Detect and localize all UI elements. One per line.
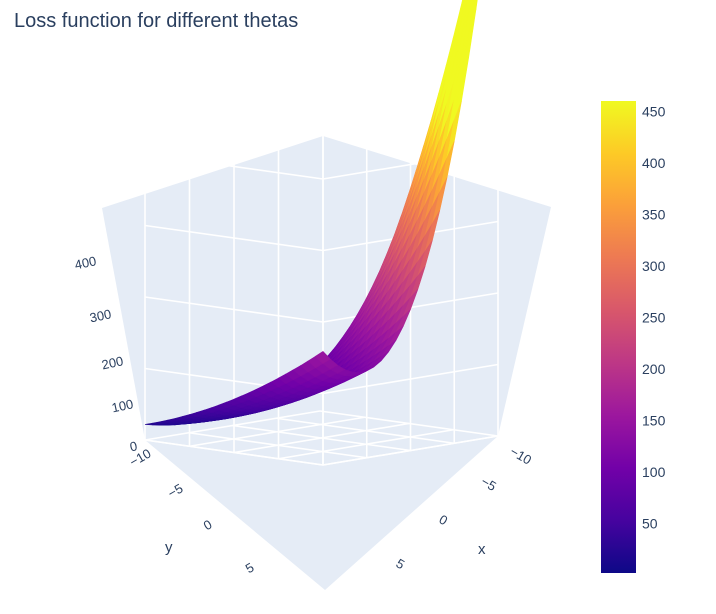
z-tick-label: 200 — [100, 353, 124, 372]
grid-line — [233, 422, 410, 454]
colorbar-tick-label: 50 — [642, 516, 658, 532]
grid-line — [322, 149, 499, 180]
y-tick-label: 5 — [243, 560, 257, 577]
z-tick-label: 100 — [110, 396, 134, 415]
x-tick-label: 0 — [437, 512, 451, 529]
grid-line — [144, 224, 324, 252]
colorbar-ticks: 50 100 150 200 250 300 350 400 450 — [642, 103, 666, 531]
grid-line — [144, 296, 324, 323]
x-tick-label: −5 — [479, 474, 499, 494]
x-axis-title: x — [478, 541, 486, 558]
z-tick-label: 0 — [128, 438, 138, 454]
colorbar-tick-label: 100 — [642, 464, 666, 480]
surface-patch — [315, 351, 331, 364]
colorbar: 50 100 150 200 250 300 350 400 450 — [601, 101, 666, 573]
grid-line — [322, 435, 499, 466]
colorbar-tick-label: 250 — [642, 309, 666, 325]
y-tick-label: −5 — [165, 481, 185, 501]
colorbar-tick-label: 400 — [642, 155, 666, 171]
colorbar-tick-label: 200 — [642, 361, 666, 377]
x-tick-label: −10 — [508, 444, 535, 468]
grid-line — [189, 416, 365, 448]
colorbar-tick-label: 350 — [642, 206, 666, 222]
colorbar-tick-label: 450 — [642, 103, 666, 119]
floor-plane — [145, 436, 498, 590]
grid-line — [322, 363, 499, 395]
colorbar-strip — [601, 101, 636, 573]
z-axis-ticks: 400 300 200 100 0 — [73, 253, 138, 454]
colorbar-tick-label: 300 — [642, 258, 666, 274]
y-tick-label: 0 — [201, 517, 215, 534]
colorbar-tick-label: 150 — [642, 412, 666, 428]
grid-line — [144, 153, 324, 180]
loss-surface[interactable] — [144, 0, 498, 426]
grid-line — [144, 439, 324, 466]
back-wall-left — [102, 136, 323, 465]
grid-line — [319, 410, 499, 437]
grid-line — [144, 410, 321, 441]
y-axis-title: y — [165, 539, 173, 556]
grid-line — [276, 417, 455, 445]
z-tick-label: 300 — [88, 306, 112, 325]
x-tick-label: 5 — [394, 556, 408, 573]
chart-title: Loss function for different thetas — [14, 10, 299, 32]
z-tick-label: 400 — [73, 253, 97, 272]
back-wall-right — [323, 136, 551, 465]
